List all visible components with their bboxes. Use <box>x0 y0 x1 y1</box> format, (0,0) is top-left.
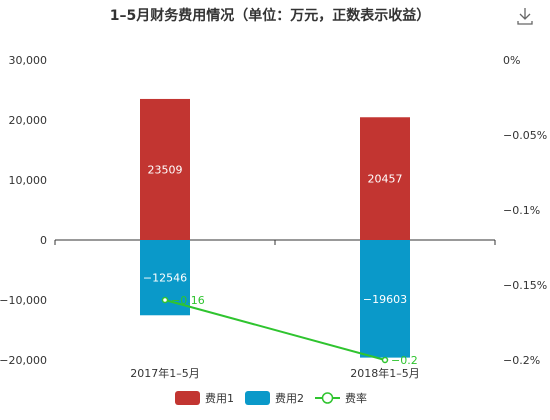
x-tick-label: 2018年1–5月 <box>350 366 420 380</box>
x-tick-label: 2017年1–5月 <box>130 366 200 380</box>
right-tick-label: −0.1% <box>503 204 540 217</box>
bars: 23509 −12546 20457 −19603 <box>140 98 410 358</box>
left-y-axis: 30,000 20,000 10,000 0 −10,000 −20,000 <box>0 54 47 367</box>
left-tick-label: 30,000 <box>9 54 48 67</box>
line-path <box>164 299 386 361</box>
legend-swatch <box>245 391 270 405</box>
bar-data-label: −12546 <box>143 272 187 285</box>
right-tick-label: 0% <box>503 54 520 67</box>
line-data-label: −0.16 <box>171 294 205 307</box>
left-tick-label: 0 <box>40 234 47 247</box>
download-icon <box>517 8 533 25</box>
bar-data-label: −19603 <box>363 293 407 306</box>
left-tick-label: −20,000 <box>0 354 47 367</box>
rate-line: −0.16 −0.2 <box>161 294 418 367</box>
bar[interactable] <box>360 240 410 358</box>
bar-data-label: 20457 <box>368 173 403 186</box>
right-tick-label: −0.2% <box>503 354 540 367</box>
right-y-axis: 0% −0.05% −0.1% −0.15% −0.2% <box>503 54 547 367</box>
right-tick-label: −0.05% <box>503 129 547 142</box>
legend-marker <box>321 392 334 404</box>
download-button[interactable] <box>517 8 533 25</box>
line-point[interactable] <box>161 296 169 304</box>
right-tick-label: −0.15% <box>503 279 547 292</box>
legend: 费用1 费用2 费率 <box>175 391 367 405</box>
left-tick-label: −10,000 <box>0 294 47 307</box>
legend-item[interactable]: 费率 <box>315 391 367 405</box>
legend-item[interactable]: 费用1 <box>175 391 234 405</box>
legend-item[interactable]: 费用2 <box>245 391 304 405</box>
legend-swatch <box>175 391 200 405</box>
legend-label: 费率 <box>345 391 367 405</box>
chart-title: 1–5月财务费用情况（单位：万元，正数表示收益） <box>110 7 430 24</box>
line-data-label: −0.2 <box>391 354 418 367</box>
bar[interactable] <box>140 98 190 240</box>
legend-label: 费用2 <box>275 392 304 405</box>
bar-data-label: 23509 <box>148 163 183 176</box>
line-point[interactable] <box>381 356 389 364</box>
bar[interactable] <box>360 117 410 240</box>
left-tick-label: 10,000 <box>9 174 48 187</box>
x-axis: 2017年1–5月 2018年1–5月 <box>54 239 496 380</box>
legend-label: 费用1 <box>205 392 234 405</box>
left-tick-label: 20,000 <box>9 114 48 127</box>
